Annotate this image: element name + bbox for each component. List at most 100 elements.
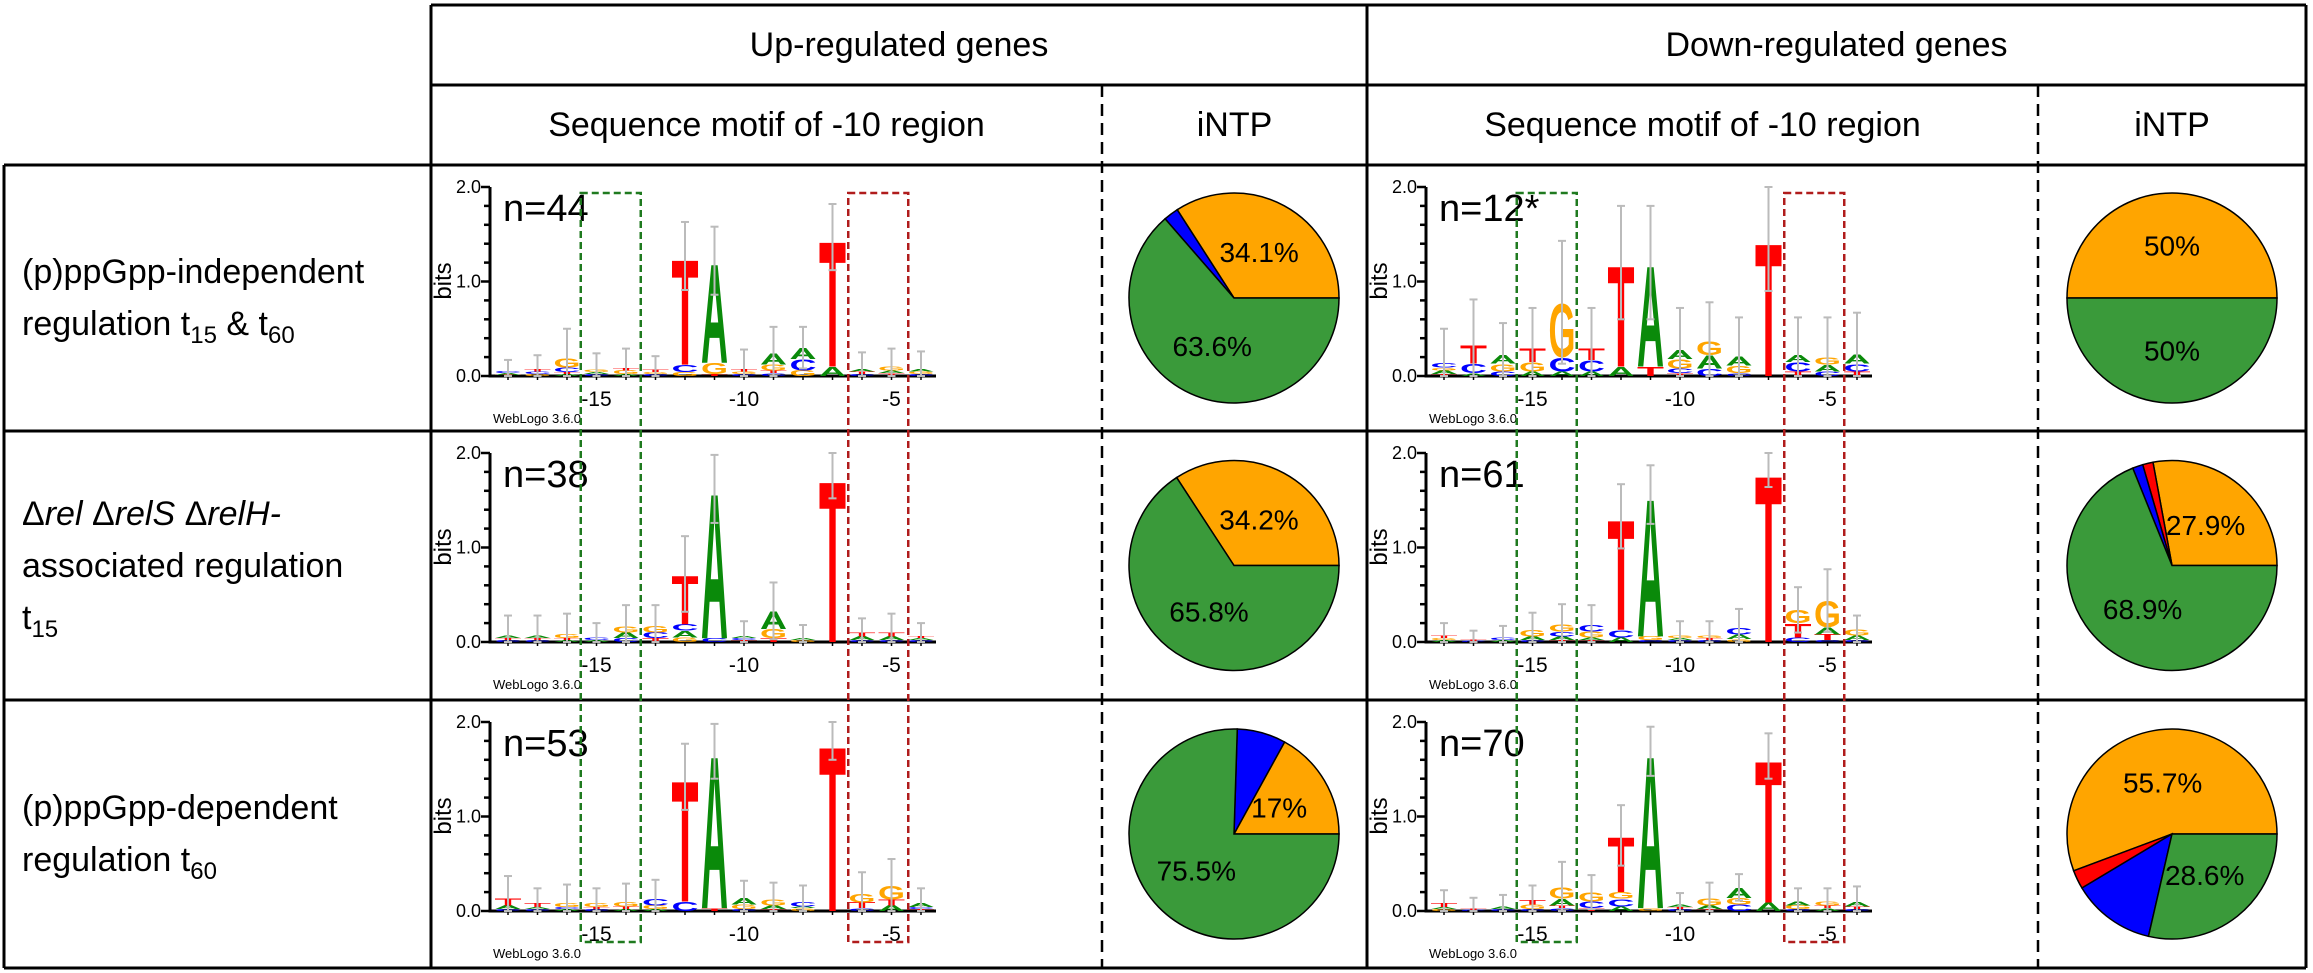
intp-pie-chart: 27.9% 68.9% [2066, 459, 2278, 672]
label-text: regulation t [22, 841, 191, 879]
logo-column: TCA [908, 887, 935, 912]
intp-pie-chart: 50% 50% [2066, 192, 2278, 404]
y-tick-label: 1.0 [1392, 807, 1417, 827]
logo-column: TCA [1785, 316, 1812, 378]
logo-column: CAT [524, 887, 552, 912]
logo-column: CTG [1785, 586, 1812, 644]
sample-size-label: n=70 [1439, 723, 1525, 765]
pie-slice [1128, 728, 1340, 940]
subscript-text: 60 [267, 322, 295, 349]
logo-column: CAT [878, 612, 906, 643]
logo-column: T [1755, 427, 1782, 693]
logo-letter-T: T [760, 637, 788, 643]
logo-column: CTA [849, 351, 876, 377]
logo-column: CGA [908, 350, 935, 377]
logo-column: ACT [1608, 483, 1635, 664]
row-label-line: Δrel ΔrelS ΔrelH- [22, 488, 422, 540]
logo-column: ATCG [554, 327, 581, 377]
weblogo-credit: WebLogo 3.6.0 [1429, 946, 1517, 961]
label-text: (p)ppGpp-independent [22, 253, 365, 291]
logo-column: CAT [908, 622, 935, 643]
logo-column: CTAG [1814, 568, 1842, 643]
y-tick-label: 1.0 [1392, 272, 1417, 292]
logo-letter-G: G [672, 371, 699, 377]
pie-slice-label: 68.9% [2103, 594, 2182, 625]
logo-letter-C: C [672, 623, 699, 633]
logo-letter-G: G [1608, 891, 1635, 901]
logo-column: TAC [495, 358, 522, 377]
label-text: t [22, 598, 32, 637]
weblogo-credit: WebLogo 3.6.0 [493, 411, 581, 426]
logo-column: CGA [1726, 873, 1753, 913]
subscript-text: 60 [190, 858, 217, 885]
pie-slice-label: 34.2% [1219, 504, 1298, 535]
logo-column: TGA [701, 225, 728, 394]
subheader-motif-down: Sequence motif of -10 region [1367, 85, 2038, 165]
y-tick-label: 0.0 [456, 366, 481, 386]
logo-column: CTA [1667, 892, 1694, 912]
pie-slice-label: 65.8% [1169, 597, 1248, 628]
sample-size-label: n=61 [1439, 454, 1525, 496]
pie-slice [1128, 476, 1340, 672]
logo-column: AC [583, 622, 610, 643]
logo-letter-A: A [1549, 370, 1576, 377]
weblogo-credit: WebLogo 3.6.0 [1429, 411, 1517, 426]
logo-letter-G: G [790, 369, 817, 378]
logo-column: CTAG [1549, 860, 1576, 912]
x-tick-label: -10 [1665, 923, 1695, 946]
y-tick-label: 2.0 [1392, 712, 1417, 732]
label-text: rel [44, 494, 83, 533]
header-down-label: Down-regulated genes [1665, 25, 2008, 64]
logo-column: CT [1460, 896, 1487, 912]
sequence-logo: 0.0 1.0 2.0 bits -15 -10 -5 WebLogo 3.6.0 n=12* T… [1366, 177, 1872, 426]
logo-column: ACG [1549, 239, 1576, 378]
label-text: associated regulation [22, 546, 344, 585]
label-text: Δ [82, 494, 115, 533]
logo-column: CA [701, 451, 728, 683]
row-label-ppgpp-independent: (p)ppGpp-independent regulation t15 & t60 [22, 165, 422, 431]
highlight-box-green [579, 191, 642, 944]
logo-column: CAG [1696, 301, 1723, 379]
logo-letter-A: A [1608, 905, 1635, 912]
x-tick-label: -15 [1517, 923, 1547, 946]
logo-column: CTA [524, 614, 551, 643]
logo-letter-A: A [1755, 901, 1782, 914]
x-tick-label: -5 [882, 388, 901, 411]
row-label-line: (p)ppGpp-dependent [22, 782, 422, 834]
sample-size-label: n=12* [1439, 188, 1540, 230]
logo-column: T [819, 434, 846, 692]
intp-pie-chart: 34.1% 63.6% [1128, 192, 1340, 404]
x-tick-label: -10 [1665, 388, 1695, 411]
highlight-box-red [1783, 191, 1846, 944]
logo-column: GAC [790, 884, 817, 912]
row-label-line: regulation t15 & t60 [22, 298, 422, 350]
x-tick-label: -5 [1818, 388, 1837, 411]
y-tick-label: 2.0 [456, 443, 481, 463]
x-tick-label: -10 [1665, 654, 1695, 677]
y-tick-label: 0.0 [456, 632, 481, 652]
logo-column: CGA [731, 879, 758, 912]
subheader-intp-up: iNTP [1102, 85, 1367, 165]
x-tick-label: -10 [729, 388, 759, 411]
logo-column: T [1755, 186, 1782, 418]
label-text: relH- [207, 494, 281, 533]
logo-letter-A: A [1608, 365, 1635, 380]
subscript-text: 15 [190, 322, 217, 349]
logo-column: CGT [731, 348, 758, 377]
pie-slice [2066, 192, 2278, 299]
logo-column: GAC [1726, 607, 1753, 643]
logo-column: AT [1755, 719, 1782, 947]
pie-slice-label: 17% [1251, 792, 1307, 823]
logo-column: CT [672, 742, 699, 939]
logo-column: TA [1637, 204, 1664, 398]
logo-column: GA [1637, 712, 1664, 955]
logo-column: T [819, 698, 846, 962]
logo-column: CGA [1637, 459, 1664, 679]
logo-letter-G: G [1637, 636, 1664, 642]
weblogo-credit: WebLogo 3.6.0 [493, 946, 581, 961]
pie-slice [2066, 728, 2278, 872]
table-grid [2, 3, 2308, 970]
